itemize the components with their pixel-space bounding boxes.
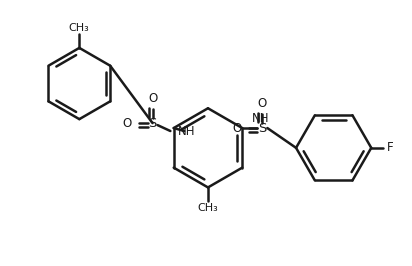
Text: O: O xyxy=(148,92,157,105)
Text: O: O xyxy=(232,122,241,135)
Text: NH: NH xyxy=(252,112,270,125)
Text: S: S xyxy=(148,117,157,130)
Text: NH: NH xyxy=(178,124,196,138)
Text: CH₃: CH₃ xyxy=(198,203,218,213)
Text: F: F xyxy=(387,141,394,154)
Text: CH₃: CH₃ xyxy=(68,23,89,33)
Text: O: O xyxy=(258,97,267,110)
Text: O: O xyxy=(122,117,131,130)
Text: S: S xyxy=(258,122,267,135)
